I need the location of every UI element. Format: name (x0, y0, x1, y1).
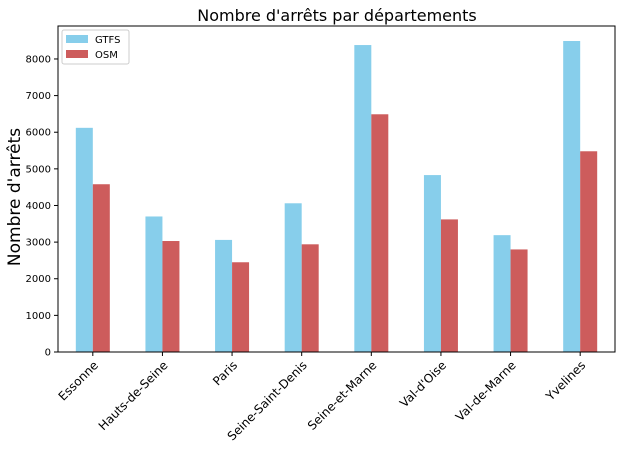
x-tick-label: Yvelines (543, 358, 589, 404)
y-tick-label: 4000 (26, 201, 51, 212)
legend-swatch-gtfs (66, 35, 88, 43)
bar-gtfs-3 (284, 203, 302, 352)
x-tick-label: Seine-et-Marne (305, 358, 380, 433)
y-axis-label: Nombre d'arrêts (5, 128, 25, 266)
x-tick-label: Val-d'Oise (397, 358, 449, 410)
y-tick-label: 2000 (26, 274, 51, 285)
chart-title: Nombre d'arrêts par départements (197, 6, 477, 25)
x-tick-label: Val-de-Marne (453, 358, 519, 424)
y-tick-label: 8000 (26, 54, 51, 65)
y-tick-label: 3000 (26, 238, 51, 249)
bar-osm-6 (510, 249, 528, 352)
x-tick-label: Hauts-de-Seine (96, 358, 171, 433)
bar-osm-0 (92, 184, 110, 352)
legend-label-gtfs: GTFS (95, 35, 120, 46)
bar-gtfs-7 (563, 41, 581, 353)
bar-gtfs-1 (145, 216, 163, 352)
bar-osm-3 (301, 244, 319, 352)
x-tick-label: Essonne (56, 358, 101, 403)
y-tick-label: 1000 (26, 311, 51, 322)
bar-gtfs-2 (215, 239, 233, 352)
bar-gtfs-4 (354, 45, 372, 353)
legend: GTFS OSM (61, 29, 130, 65)
y-tick-label: 6000 (26, 128, 51, 139)
bar-osm-5 (440, 219, 458, 352)
bar-gtfs-0 (75, 127, 93, 352)
bar-gtfs-5 (423, 175, 441, 352)
bar-osm-1 (162, 241, 180, 352)
bar-osm-7 (580, 151, 598, 352)
legend-label-osm: OSM (95, 50, 118, 61)
x-tick-label: Seine-Saint-Denis (225, 358, 310, 443)
bar-osm-4 (371, 114, 389, 353)
y-axis-ticks: 0 1000 2000 3000 4000 5000 6000 7000 8000 (26, 54, 58, 359)
bar-gtfs-6 (493, 235, 511, 352)
y-tick-label: 5000 (26, 164, 51, 175)
plot-frame (57, 25, 616, 353)
bar-osm-2 (232, 262, 250, 352)
x-tick-label: Paris (210, 358, 240, 388)
y-tick-label: 0 (45, 348, 51, 359)
bars (75, 41, 598, 353)
y-tick-label: 7000 (26, 91, 51, 102)
legend-swatch-osm (66, 50, 88, 58)
